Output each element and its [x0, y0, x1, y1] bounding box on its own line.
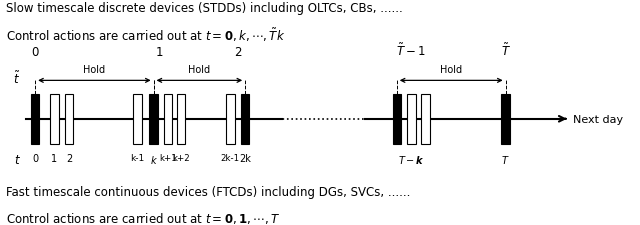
Text: $T-\boldsymbol{k}$: $T-\boldsymbol{k}$	[397, 153, 425, 165]
Bar	[422, 94, 430, 144]
Text: k+2: k+2	[172, 153, 190, 162]
Text: Hold: Hold	[440, 64, 462, 74]
Text: Slow timescale discrete devices (STDDs) including OLTCs, CBs, ......: Slow timescale discrete devices (STDDs) …	[6, 2, 403, 15]
Text: 2k: 2k	[239, 153, 251, 163]
Text: 2k-1: 2k-1	[221, 153, 240, 162]
Text: Fast timescale continuous devices (FTCDs) including DGs, SVCs, ......: Fast timescale continuous devices (FTCDs…	[6, 186, 411, 199]
Bar	[241, 94, 250, 144]
Bar	[150, 94, 157, 144]
Text: Control actions are carried out at $\mathit{t}=\mathbf{0}, \mathbf{\mathit{k}}, : Control actions are carried out at $\mat…	[6, 27, 285, 44]
Text: 2: 2	[234, 45, 241, 58]
Text: 2: 2	[66, 153, 72, 163]
Text: $\tilde{T}$: $\tilde{T}$	[500, 42, 511, 58]
Text: $k$: $k$	[150, 153, 157, 165]
Text: k-1: k-1	[131, 153, 145, 162]
Text: 0: 0	[31, 45, 39, 58]
Bar	[51, 94, 59, 144]
Text: Control actions are carried out at $\mathit{t}=\mathbf{0}, \mathbf{1}, \cdots, \: Control actions are carried out at $\mat…	[6, 210, 280, 225]
Bar	[164, 94, 172, 144]
Text: 0: 0	[32, 153, 38, 163]
Text: 1: 1	[51, 153, 58, 163]
Bar	[177, 94, 186, 144]
Text: Hold: Hold	[83, 64, 106, 74]
Text: $T$: $T$	[501, 153, 510, 165]
Text: Hold: Hold	[188, 64, 211, 74]
Bar	[408, 94, 416, 144]
Text: $\tilde{t}$: $\tilde{t}$	[13, 71, 19, 87]
Text: 1: 1	[156, 45, 163, 58]
Text: $t$: $t$	[14, 153, 20, 166]
Text: k+1: k+1	[159, 153, 177, 162]
Bar	[502, 94, 510, 144]
Text: Next day: Next day	[573, 114, 623, 124]
Text: $\tilde{T}-1$: $\tilde{T}-1$	[396, 42, 426, 58]
Bar	[31, 94, 40, 144]
Bar	[134, 94, 142, 144]
Bar	[65, 94, 73, 144]
Bar	[227, 94, 235, 144]
Bar	[393, 94, 401, 144]
